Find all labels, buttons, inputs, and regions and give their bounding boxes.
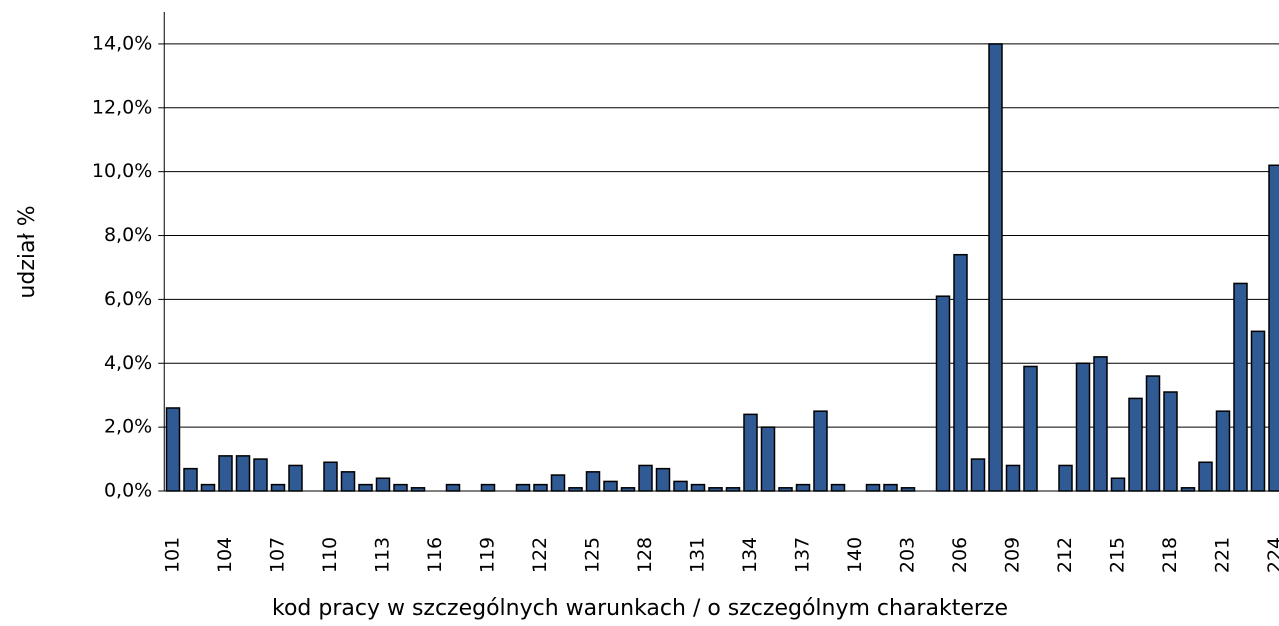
bar xyxy=(288,464,303,492)
bar xyxy=(323,461,338,492)
bar xyxy=(515,483,531,492)
bar xyxy=(935,295,951,492)
bar xyxy=(1005,464,1021,492)
bar xyxy=(813,410,828,492)
x-tick-label: 206 xyxy=(949,537,971,573)
bar xyxy=(200,483,216,492)
bar xyxy=(1023,365,1038,492)
y-tick-label: 12,0% xyxy=(92,96,152,118)
y-tick-label: 14,0% xyxy=(92,32,152,54)
bar xyxy=(358,483,373,492)
x-tick-label: 224 xyxy=(1264,537,1279,573)
bar xyxy=(1198,461,1213,492)
x-tick-label: 128 xyxy=(634,537,656,573)
bar xyxy=(165,407,181,492)
x-axis-title: kod pracy w szczególnych warunkach / o s… xyxy=(272,596,1008,621)
y-axis-title: udział % xyxy=(15,205,40,298)
x-tick-label: 221 xyxy=(1212,537,1234,573)
y-tick-label: 0,0% xyxy=(104,480,152,502)
x-tick-label: 140 xyxy=(844,537,866,573)
bar xyxy=(1145,375,1161,492)
bar xyxy=(988,43,1003,492)
x-tick-label: 134 xyxy=(739,537,761,573)
bar xyxy=(550,474,566,492)
y-tick-label: 6,0% xyxy=(104,288,152,310)
bar xyxy=(340,471,356,492)
x-tick-label: 218 xyxy=(1159,537,1181,573)
bar xyxy=(480,483,496,492)
bar xyxy=(1215,410,1231,492)
bar xyxy=(655,467,671,492)
x-tick-label: 119 xyxy=(477,537,499,573)
x-tick-label: 125 xyxy=(582,537,604,573)
bar xyxy=(743,413,758,492)
y-tick-label: 8,0% xyxy=(104,224,152,246)
bar xyxy=(235,455,251,492)
bar xyxy=(830,483,846,492)
x-tick-label: 131 xyxy=(687,537,709,573)
bar xyxy=(638,464,653,492)
bar xyxy=(1058,464,1073,492)
bar xyxy=(883,483,898,492)
bar xyxy=(585,471,601,492)
bar xyxy=(673,480,688,492)
bar xyxy=(760,426,776,492)
x-tick-label: 215 xyxy=(1107,537,1129,573)
bar xyxy=(690,483,706,492)
bar xyxy=(1268,164,1279,492)
x-tick-label: 107 xyxy=(267,537,289,573)
x-tick-label: 104 xyxy=(214,537,236,573)
bar xyxy=(375,477,391,492)
y-tick-label: 4,0% xyxy=(104,352,152,374)
bar xyxy=(795,483,811,492)
x-tick-label: 113 xyxy=(372,537,394,573)
bar xyxy=(533,483,548,492)
bar xyxy=(183,467,198,492)
x-tick-label: 137 xyxy=(792,537,814,573)
bar xyxy=(603,480,618,492)
bar xyxy=(1075,362,1091,492)
bar xyxy=(1128,397,1143,492)
bar xyxy=(1233,282,1248,492)
bar xyxy=(953,253,968,492)
x-tick-label: 122 xyxy=(529,537,551,573)
bar xyxy=(253,458,268,492)
x-tick-label: 212 xyxy=(1054,537,1076,573)
bar xyxy=(445,483,461,492)
y-tick-label: 10,0% xyxy=(92,160,152,182)
bar xyxy=(970,458,986,492)
bar xyxy=(1250,330,1266,492)
bar xyxy=(1110,477,1126,492)
bar xyxy=(1093,356,1108,492)
x-tick-label: 101 xyxy=(162,537,184,573)
bar xyxy=(1163,391,1178,492)
x-tick-label: 116 xyxy=(424,537,446,573)
x-tick-label: 209 xyxy=(1002,537,1024,573)
bar xyxy=(865,483,881,492)
y-tick-label: 2,0% xyxy=(104,416,152,438)
x-tick-label: 203 xyxy=(897,537,919,573)
bar xyxy=(393,483,408,492)
bar xyxy=(218,455,233,492)
bar xyxy=(270,483,286,492)
x-tick-label: 110 xyxy=(319,537,341,573)
